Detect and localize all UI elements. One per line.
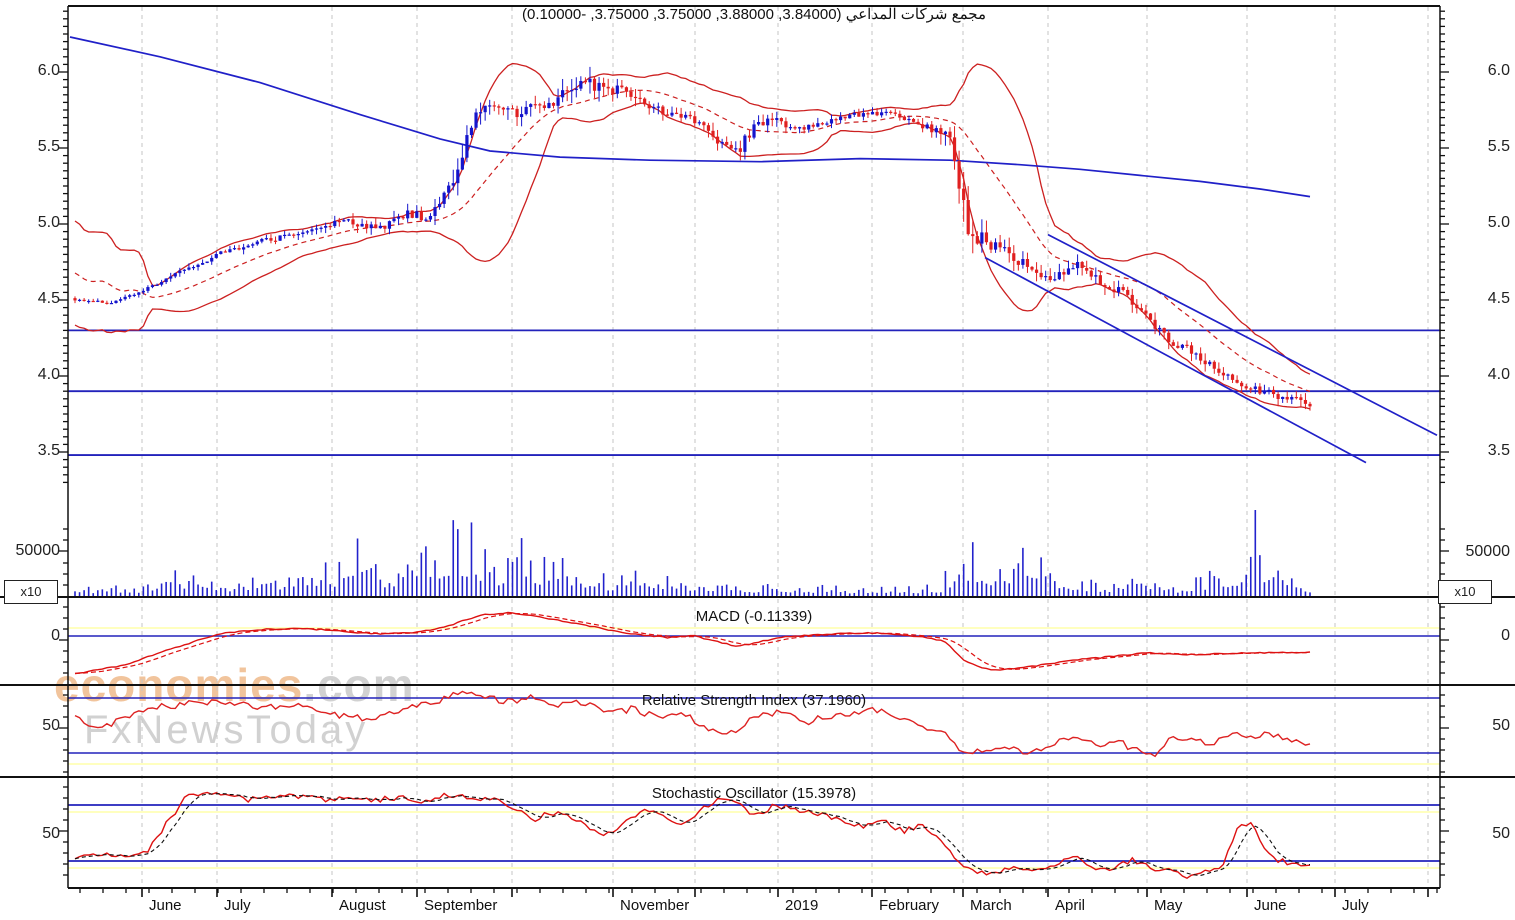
volume-scale-label-right: 50000 [1465, 543, 1511, 560]
x-axis-month-label: August [339, 897, 386, 914]
x-axis-month-label: February [879, 897, 940, 914]
x-axis-month-label: November [620, 897, 690, 914]
price-axis-label-left: 6.0 [37, 62, 60, 79]
price-axis-label-right: 5.5 [1487, 138, 1510, 155]
x-axis-month-label: March [970, 897, 1012, 914]
month-gridlines [141, 7, 1429, 887]
macd-lines [74, 611, 1311, 675]
x-axis-month-label: June [1254, 897, 1287, 914]
stochastic-lines [74, 791, 1311, 880]
stoch-label: Stochastic Oscillator (15.3978) [651, 785, 857, 802]
aux-yellow-lines [68, 627, 1440, 869]
price-axis-label-right: 4.0 [1487, 366, 1510, 383]
price-candles [73, 66, 1312, 411]
macd-zero-label-left: 0 [51, 627, 60, 644]
rsi-line [74, 690, 1311, 758]
support-lines [68, 329, 1440, 456]
volume-multiplier-right: x10 [1438, 580, 1492, 604]
x-axis-month-label: September [424, 897, 498, 914]
volume-bars [74, 510, 1311, 596]
x-axis-month-label: July [224, 897, 251, 914]
volume-scale-label-left: 50000 [15, 542, 61, 559]
x-axis-month-label: May [1154, 897, 1183, 914]
x-axis-month-label: April [1055, 897, 1086, 914]
stoch-mid-label-left: 50 [42, 825, 60, 842]
price-axis-label-right: 5.0 [1487, 214, 1510, 231]
price-axis-label-right: 6.0 [1487, 62, 1510, 79]
price-axis-label-right: 3.5 [1487, 442, 1510, 459]
price-axis-label-left: 5.0 [37, 214, 60, 231]
macd-label: MACD (-0.11339) [695, 608, 813, 625]
chart-title: مجمع شركات المداعي (3.84000, 3.88000, 3.… [522, 6, 986, 23]
volume-multiplier-left: x10 [4, 580, 58, 604]
macd-zero-label-right: 0 [1501, 627, 1510, 644]
frame-and-ticks [0, 5, 1515, 897]
price-axis-label-right: 4.5 [1487, 290, 1510, 307]
x-axis-month-label: 2019 [785, 897, 819, 914]
price-axis-label-left: 5.5 [37, 138, 60, 155]
price-axis-label-left: 4.0 [37, 366, 60, 383]
x-axis-month-label: June [149, 897, 182, 914]
price-axis-label-left: 3.5 [37, 442, 60, 459]
bollinger-bands [74, 62, 1311, 410]
price-axis-label-left: 4.5 [37, 290, 60, 307]
stoch-mid-label-right: 50 [1492, 825, 1510, 842]
rsi-mid-label-right: 50 [1492, 717, 1510, 734]
x-axis-month-label: July [1342, 897, 1369, 914]
trend-channel-lines [984, 233, 1438, 464]
indicator-level-lines [68, 635, 1440, 862]
moving-average-blue [69, 36, 1311, 198]
rsi-label: Relative Strength Index (37.1960) [641, 692, 867, 709]
rsi-mid-label-left: 50 [42, 717, 60, 734]
